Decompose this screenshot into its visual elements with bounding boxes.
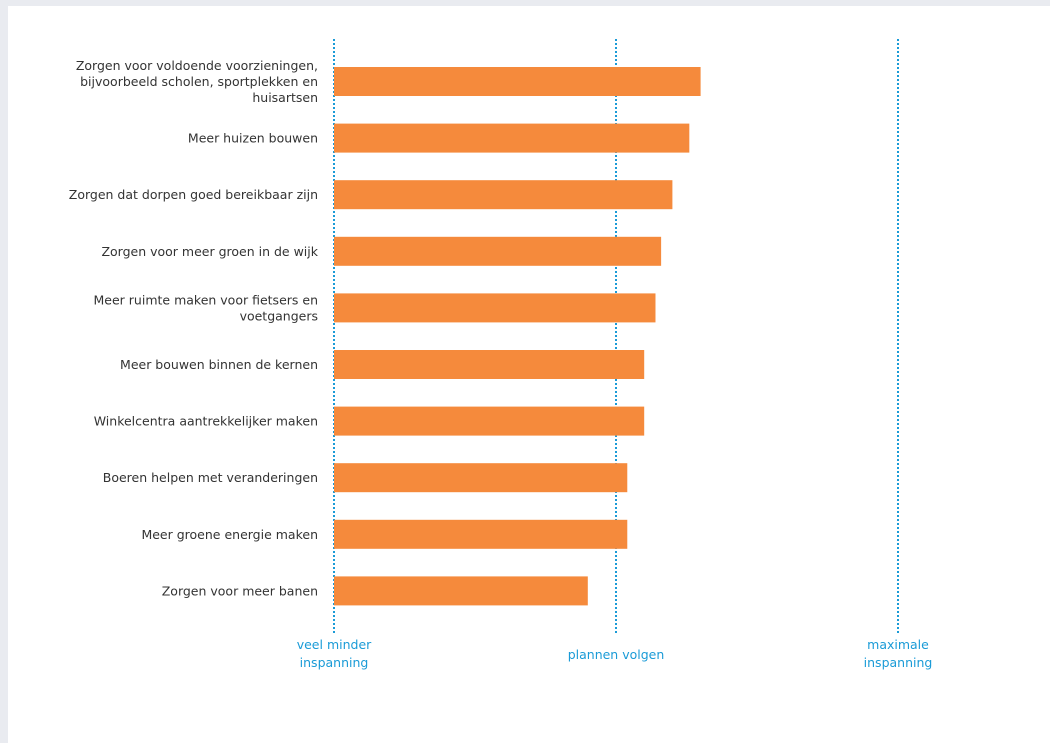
reference-label-0-line-0: veel minder — [297, 637, 372, 652]
category-label-4-line-1: voetgangers — [240, 308, 318, 323]
category-label-8-line-0: Meer groene energie maken — [141, 527, 318, 542]
bar-0 — [334, 67, 701, 96]
bar-4 — [334, 293, 656, 323]
category-label-3-line-0: Zorgen voor meer groen in de wijk — [101, 244, 318, 259]
category-label-5-line-0: Meer bouwen binnen de kernen — [120, 357, 318, 372]
reference-label-0-line-1: inspanning — [300, 655, 369, 670]
category-label-0-line-2: huisartsen — [252, 90, 318, 105]
category-label-4-line-0: Meer ruimte maken voor fietsers en — [94, 292, 318, 307]
bar-9 — [334, 576, 588, 606]
category-label-1-line-0: Meer huizen bouwen — [188, 131, 318, 146]
bar-7 — [334, 463, 628, 493]
bar-5 — [334, 350, 645, 379]
bar-chart: Zorgen voor voldoende voorzieningen,bijv… — [69, 39, 933, 670]
category-label-6-line-0: Winkelcentra aantrekkelijker maken — [94, 414, 318, 429]
category-label-7-line-0: Boeren helpen met veranderingen — [103, 470, 318, 485]
reference-label-2-line-1: inspanning — [864, 655, 933, 670]
category-label-2-line-0: Zorgen dat dorpen goed bereikbaar zijn — [69, 187, 318, 202]
reference-label-2-line-0: maximale — [867, 637, 929, 652]
chart-page: Zorgen voor voldoende voorzieningen, bijv… — [8, 6, 1050, 743]
category-label-9-line-0: Zorgen voor meer banen — [162, 583, 318, 598]
bar-2 — [334, 180, 673, 210]
bar-3 — [334, 236, 662, 266]
bar-6 — [334, 406, 645, 436]
category-label-0-line-1: bijvoorbeeld scholen, sportplekken en — [80, 74, 318, 89]
reference-label-1-line-0: plannen volgen — [568, 647, 665, 662]
bar-1 — [334, 123, 690, 153]
category-label-0-line-0: Zorgen voor voldoende voorzieningen, — [76, 58, 318, 73]
bar-8 — [334, 519, 628, 549]
